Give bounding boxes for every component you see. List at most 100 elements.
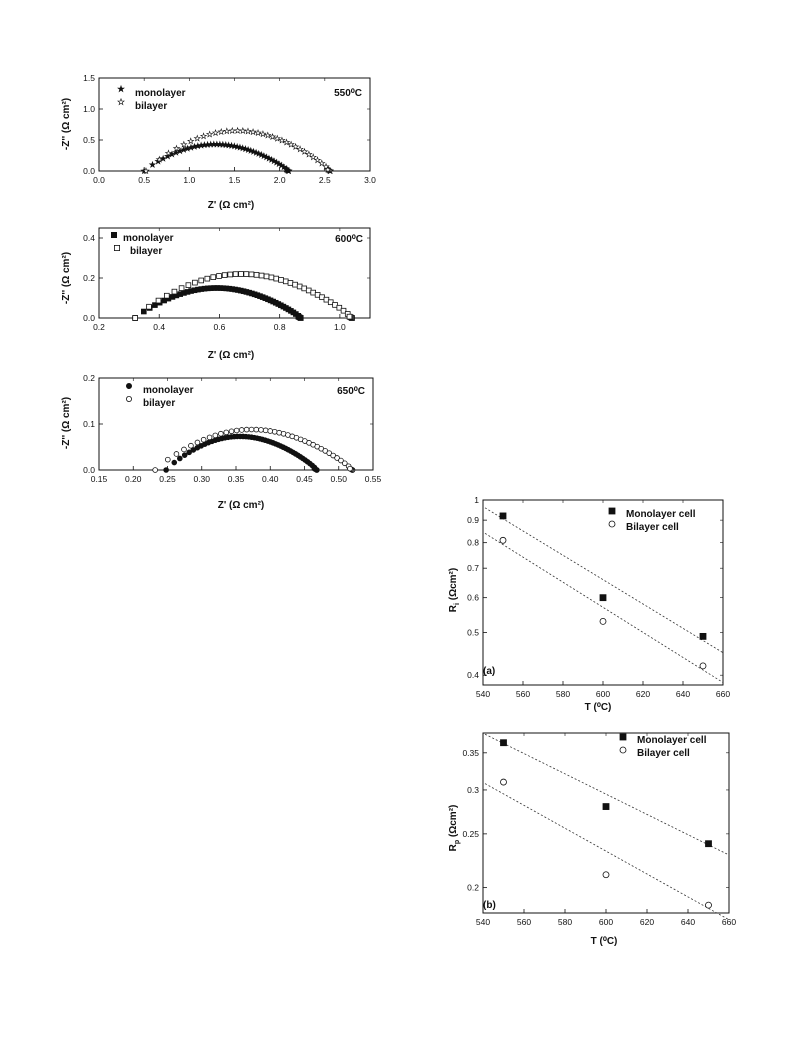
x-tick-label: 0.8 [274, 322, 286, 332]
data-point-Monolayer cell [705, 840, 712, 848]
data-point-bilayer [218, 430, 224, 437]
data-point-bilayer [146, 303, 152, 310]
data-point-bilayer [194, 439, 201, 446]
data-point-bilayer [165, 456, 171, 463]
legend-label-bilayer: bilayer [143, 398, 175, 409]
plot-frame [482, 499, 724, 686]
data-point-bilayer [211, 129, 220, 137]
data-point-bilayer [232, 271, 239, 277]
data-point-bilayer [243, 271, 250, 277]
data-point-bilayer [212, 432, 219, 439]
data-point-bilayer [340, 307, 347, 314]
data-point-bilayer [254, 129, 262, 137]
data-point-Bilayer cell [705, 901, 712, 909]
data-point-bilayer [301, 285, 308, 292]
data-point-bilayer [223, 429, 230, 436]
data-point-bilayer [204, 275, 211, 282]
x-tick-label: 580 [558, 917, 572, 927]
data-point-bilayer [178, 285, 185, 291]
y-tick-label: 0.1 [83, 419, 95, 429]
data-point-bilayer [243, 426, 250, 433]
data-point-bilayer [313, 156, 322, 164]
data-point-bilayer [253, 272, 260, 278]
data-point-Bilayer cell [602, 871, 610, 879]
plot-area: 0.0 0.5 1.0 1.5 2.0 2.5 3.0 0.0 0.5 1.0 1.5 [83, 73, 376, 185]
y-tick-label: 0.0 [83, 465, 95, 475]
data-point-monolayer [148, 160, 157, 168]
x-tick-label: 0.4 [153, 322, 165, 332]
x-tick-label: 0.15 [91, 474, 108, 484]
y-axis-label: -Z'' (Ω cm²) [61, 397, 72, 449]
x-tick-label: 0.30 [193, 474, 210, 484]
data-point-bilayer [296, 145, 304, 153]
data-point-bilayer [248, 426, 255, 433]
data-point-bilayer [258, 427, 264, 433]
x-tick-label: 560 [516, 689, 530, 699]
legend-marker-Monolayer cell [619, 733, 627, 741]
data-point-bilayer [264, 131, 272, 139]
y-axis-label-sub: p [454, 840, 461, 844]
data-point-bilayer [259, 130, 267, 138]
y-tick-label: 1.5 [83, 73, 95, 83]
data-point-Monolayer cell [499, 512, 507, 520]
plot-area: 0.2 0.4 0.6 0.8 1.00.00.20.4 [83, 227, 371, 332]
x-tick-label: 540 [476, 917, 490, 927]
x-tick-label: 580 [556, 689, 570, 699]
y-tick-label: 0.0 [83, 313, 95, 323]
y-axis-label: Ri (Ωcm²) [448, 568, 461, 612]
data-point-bilayer [132, 315, 138, 321]
y-axis-label-sub: i [454, 603, 461, 605]
legend-label-monolayer: monolayer [143, 385, 194, 396]
legend-marker-bilayer [114, 244, 121, 251]
data-point-Bilayer cell [599, 617, 607, 625]
legend-label-bilayer: Bilayer cell [637, 748, 690, 759]
y-tick-label: 0.5 [467, 628, 479, 638]
y-tick-label: 0.2 [467, 883, 479, 893]
x-axis-label: Z' (Ω cm²) [208, 350, 255, 361]
x-tick-label: 540 [476, 689, 490, 699]
rp-vs-temperature-chart: 540 560 580 600 620 640 660 0.35 0.3 0.25 0.2 T (⁰… [448, 732, 736, 947]
x-axis-label: T (⁰C) [585, 702, 612, 713]
x-tick-label: 640 [676, 689, 690, 699]
data-point-monolayer [171, 459, 178, 466]
data-point-bilayer [330, 452, 336, 459]
data-point-bilayer [188, 442, 194, 449]
data-point-monolayer [163, 467, 169, 473]
x-tick-label: 0.50 [330, 474, 347, 484]
legend-label-bilayer: bilayer [135, 101, 167, 112]
data-point-bilayer [164, 149, 173, 157]
y-axis-label: -Z'' (Ω cm²) [61, 98, 72, 150]
x-tick-label: 0.5 [138, 175, 150, 185]
x-tick-label: 640 [681, 917, 695, 927]
data-point-bilayer [322, 162, 330, 170]
legend-marker-Monolayer cell [608, 507, 616, 515]
data-point-bilayer [198, 277, 205, 284]
data-point-monolayer [141, 308, 147, 315]
data-point-bilayer [187, 137, 195, 145]
data-point-bilayer [332, 302, 338, 308]
data-point-bilayer [227, 271, 234, 278]
data-point-monolayer [181, 452, 188, 458]
y-axis-label-rest: (Ωcm²) [448, 805, 459, 840]
data-point-bilayer [347, 465, 353, 472]
data-point-bilayer [300, 147, 309, 155]
data-point-Monolayer cell [500, 739, 507, 747]
y-axis-label-main: R [448, 843, 459, 851]
data-point-bilayer [155, 155, 164, 163]
data-point-bilayer [163, 292, 170, 299]
data-point-bilayer [199, 132, 208, 140]
x-tick-label: 620 [640, 917, 654, 927]
legend-marker-bilayer [126, 395, 133, 402]
fit-line-Bilayer cell [484, 532, 724, 683]
y-tick-label: 0.9 [467, 515, 479, 525]
data-point-bilayer [292, 281, 298, 288]
x-tick-label: 0.40 [262, 474, 279, 484]
plot-area: 540 560 580 600 620 640 660 1 0.9 0.8 0.7 0.6 0.5 0.4 [467, 495, 730, 699]
data-point-bilayer [273, 275, 280, 282]
x-tick-label: 0.2 [93, 322, 105, 332]
data-point-bilayer [309, 153, 317, 161]
data-point-bilayer [185, 282, 192, 288]
data-point-bilayer [305, 150, 313, 158]
x-tick-label: 0.45 [296, 474, 313, 484]
legend-label-monolayer: Monolayer cell [626, 509, 696, 520]
